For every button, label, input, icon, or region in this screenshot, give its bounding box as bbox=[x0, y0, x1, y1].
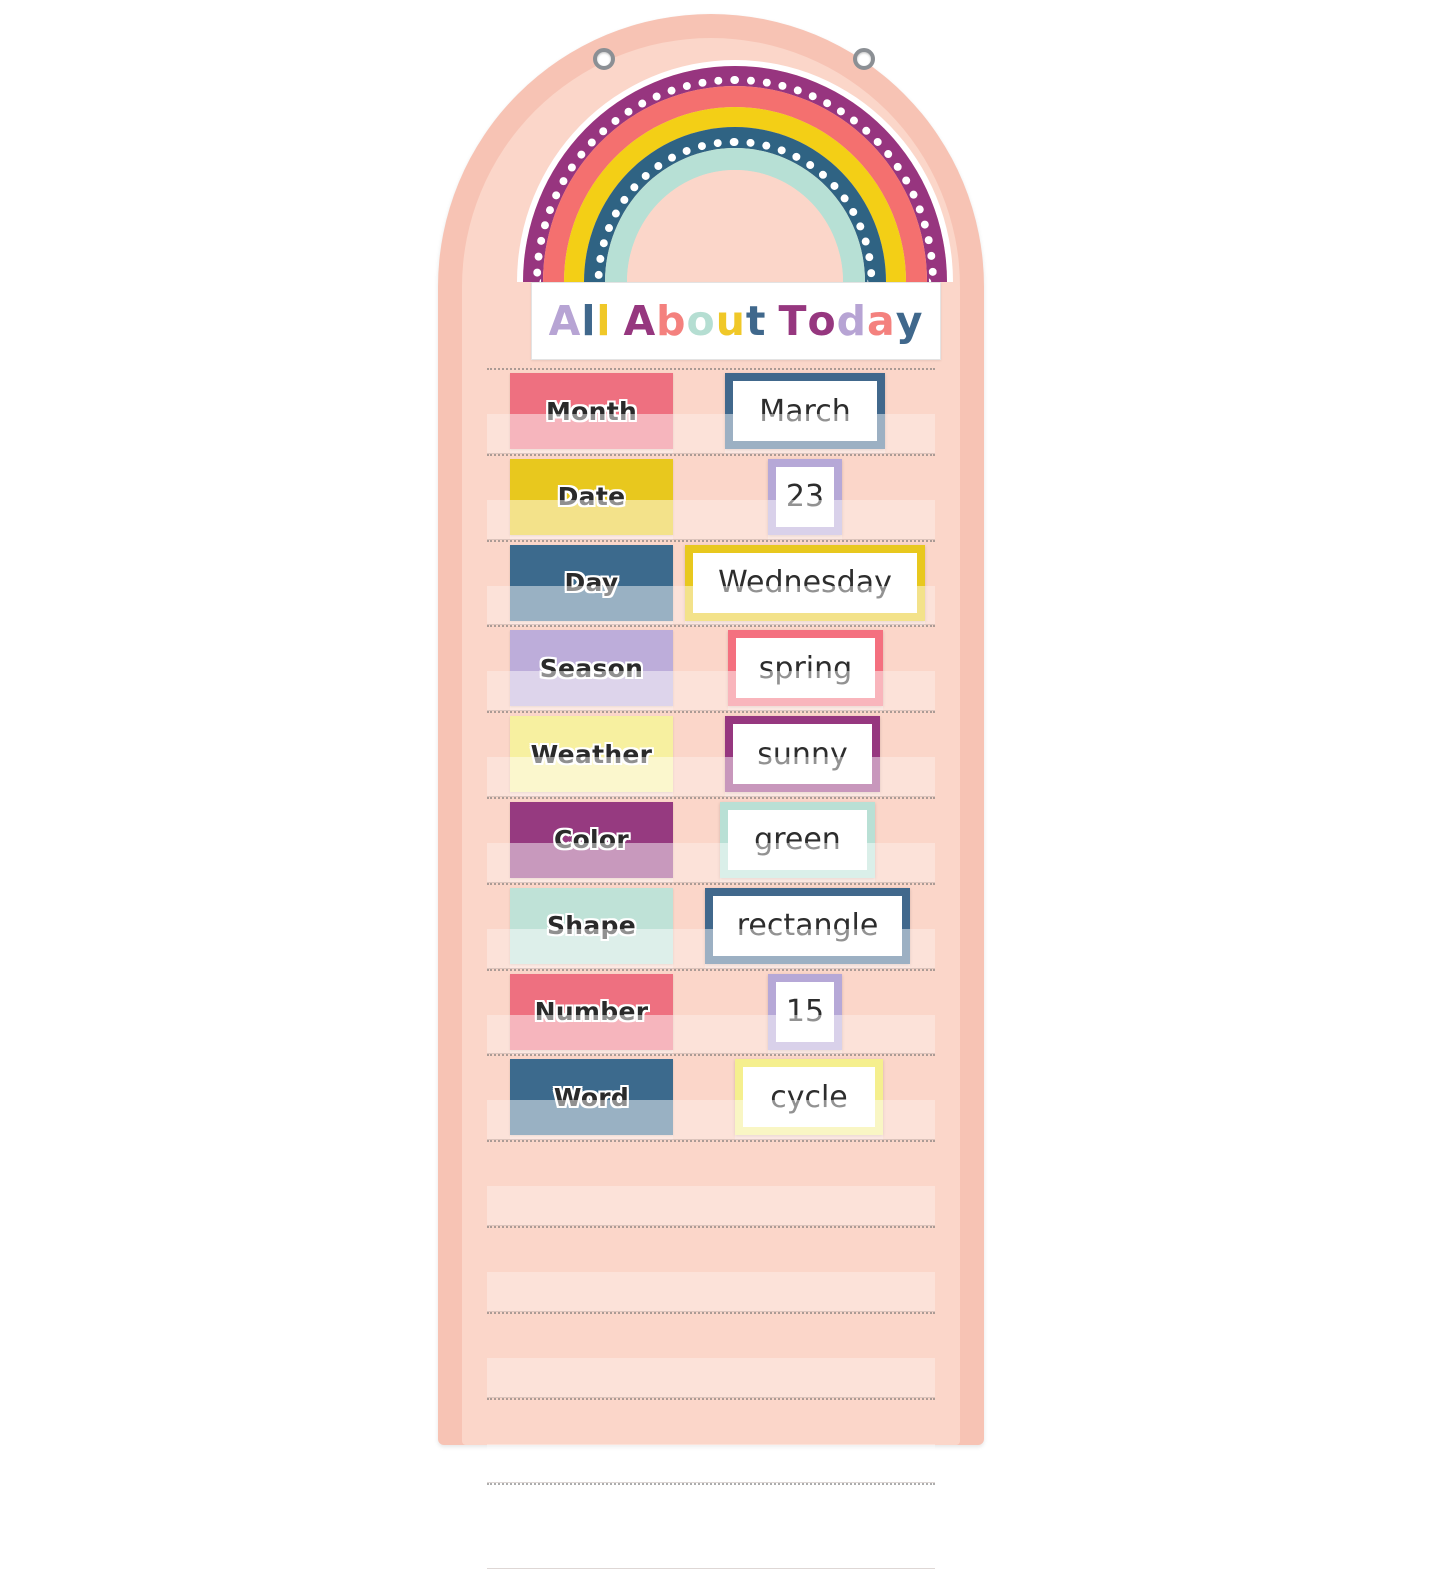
pocket-row-empty bbox=[487, 1140, 935, 1226]
pocket-band bbox=[487, 842, 935, 883]
pocket-row: Date 23 bbox=[487, 453, 935, 540]
pocket-chart-inner-panel: All About Today Month March Date 23 Day Wedne… bbox=[462, 38, 960, 1569]
value-card-inner: cycle bbox=[743, 1067, 875, 1128]
value-card-text: green bbox=[754, 822, 841, 858]
pocket-band bbox=[487, 1443, 935, 1484]
pocket-stitch-line bbox=[487, 711, 935, 714]
title-letter: l bbox=[596, 297, 612, 345]
pocket-row-empty bbox=[487, 1311, 935, 1398]
pocket-row-empty bbox=[487, 1397, 935, 1484]
title-letter: o bbox=[686, 297, 716, 345]
value-card-inner: Wednesday bbox=[693, 552, 917, 613]
pocket-stitch-line bbox=[487, 796, 935, 799]
pocket-chart-board: All About Today Month March Date 23 Day Wedne… bbox=[438, 14, 984, 1569]
label-card-text: Weather bbox=[530, 739, 653, 769]
title-letter: d bbox=[836, 297, 868, 345]
pocket-band bbox=[487, 757, 935, 797]
pocket-row: Color green bbox=[487, 796, 935, 883]
pocket-stitch-line bbox=[487, 1311, 935, 1314]
label-card-text: Day bbox=[564, 568, 619, 598]
pocket-row-empty bbox=[487, 1225, 935, 1312]
pocket-row-empty bbox=[487, 1483, 935, 1569]
page-title: All About Today bbox=[549, 297, 924, 345]
title-letter: A bbox=[623, 297, 657, 345]
pocket-stitch-line bbox=[487, 453, 935, 456]
pocket-band bbox=[487, 585, 935, 626]
pocket-stitch-line bbox=[487, 1483, 935, 1486]
title-letter: t bbox=[745, 297, 767, 345]
title-letter: l bbox=[581, 297, 597, 345]
label-card-text: Shape bbox=[546, 911, 637, 941]
value-card-inner: March bbox=[733, 381, 877, 441]
grommet-right-icon bbox=[853, 48, 875, 70]
pocket-stitch-line bbox=[487, 1225, 935, 1228]
pocket-row: Shape rectangle bbox=[487, 882, 935, 969]
title-banner: All About Today bbox=[531, 282, 941, 360]
title-letter: o bbox=[807, 297, 837, 345]
value-card-text: rectangle bbox=[736, 908, 879, 944]
title-letter bbox=[611, 297, 623, 345]
pocket-stitch-line bbox=[487, 1140, 935, 1143]
pocket-band bbox=[487, 1271, 935, 1312]
value-card-inner: rectangle bbox=[713, 895, 902, 956]
pocket-band bbox=[487, 1014, 935, 1055]
label-card-text: Number bbox=[534, 997, 649, 1027]
value-card-inner: green bbox=[728, 809, 867, 870]
pocket-stitch-line bbox=[487, 368, 935, 370]
label-card-text: Date bbox=[557, 482, 626, 512]
label-card-text: Season bbox=[539, 653, 644, 683]
pocket-row: Month March bbox=[487, 368, 935, 454]
pocket-band bbox=[487, 1186, 935, 1226]
label-card-text: Word bbox=[553, 1082, 630, 1112]
pocket-row: Day Wednesday bbox=[487, 539, 935, 626]
pocket-row: Weather sunny bbox=[487, 711, 935, 798]
pocket-stitch-line bbox=[487, 1054, 935, 1057]
pocket-band bbox=[487, 928, 935, 969]
value-card-text: Wednesday bbox=[718, 565, 892, 601]
pocket-rows-container: Month March Date 23 Day Wednesday Season spring… bbox=[487, 368, 935, 1569]
value-card-text: spring bbox=[758, 650, 853, 686]
title-letter bbox=[767, 297, 779, 345]
pocket-band bbox=[487, 1529, 935, 1569]
title-letter: a bbox=[867, 297, 896, 345]
pocket-band bbox=[487, 414, 935, 454]
title-letter: u bbox=[715, 297, 746, 345]
label-card-text: Month bbox=[545, 396, 638, 426]
grommet-left-icon bbox=[593, 48, 615, 70]
pocket-stitch-line bbox=[487, 1397, 935, 1400]
title-letter: T bbox=[778, 297, 808, 345]
pocket-stitch-line bbox=[487, 625, 935, 628]
pocket-row: Word cycle bbox=[487, 1054, 935, 1141]
title-letter: b bbox=[656, 297, 687, 345]
value-card-text: 15 bbox=[785, 994, 825, 1030]
label-card-text: Color bbox=[553, 825, 630, 855]
value-card-text: sunny bbox=[757, 736, 848, 772]
pocket-band bbox=[487, 499, 935, 540]
pocket-band bbox=[487, 1357, 935, 1398]
pocket-band bbox=[487, 1100, 935, 1141]
value-card-text: 23 bbox=[785, 479, 825, 515]
pocket-band bbox=[487, 671, 935, 712]
value-card-text: March bbox=[759, 393, 851, 429]
value-card-inner: 23 bbox=[776, 466, 834, 527]
rainbow-graphic bbox=[517, 60, 953, 282]
pocket-stitch-line bbox=[487, 968, 935, 971]
pocket-row: Season spring bbox=[487, 625, 935, 712]
pocket-row: Number 15 bbox=[487, 968, 935, 1055]
value-card-text: cycle bbox=[770, 1079, 848, 1115]
pocket-stitch-line bbox=[487, 882, 935, 885]
title-letter: A bbox=[548, 297, 582, 345]
value-card-inner: 15 bbox=[776, 981, 834, 1042]
value-card-inner: sunny bbox=[733, 724, 872, 785]
value-card-inner: spring bbox=[736, 638, 875, 699]
pocket-stitch-line bbox=[487, 539, 935, 542]
title-letter: y bbox=[895, 297, 924, 345]
